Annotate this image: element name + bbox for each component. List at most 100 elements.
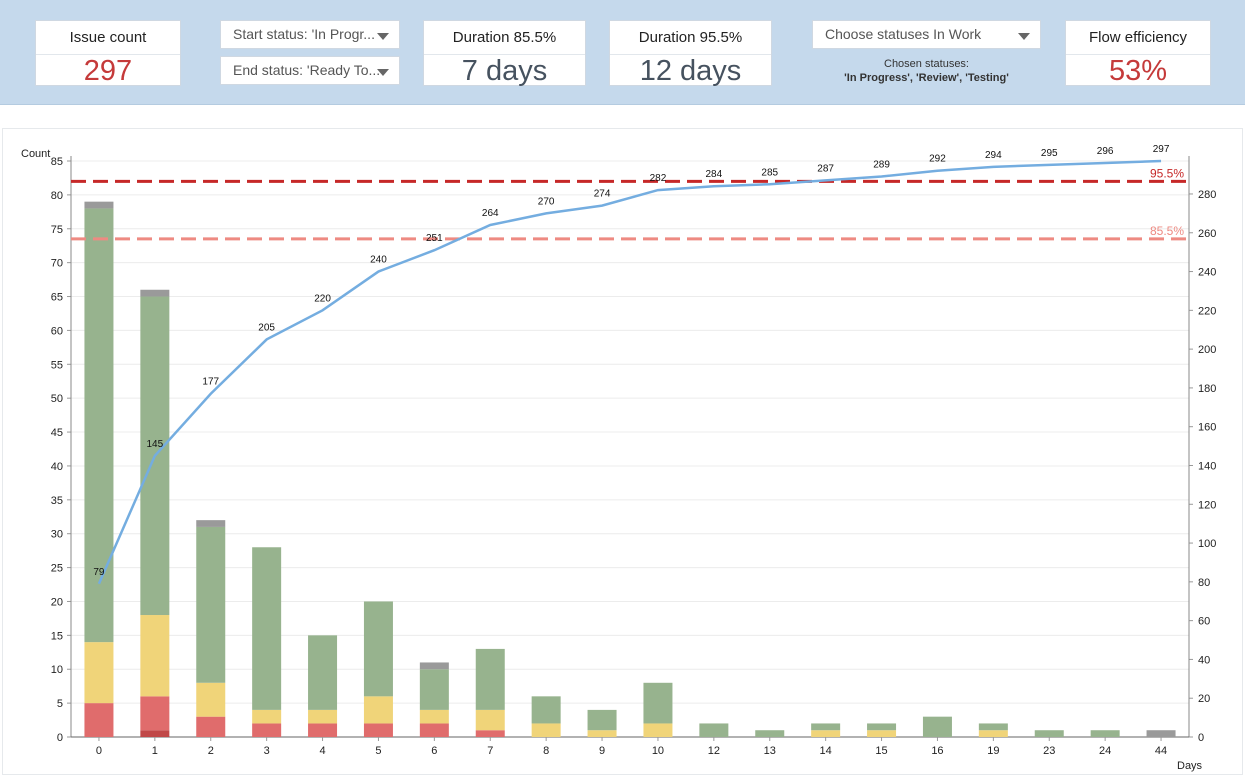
duration-85-card: Duration 85.5% 7 days	[423, 20, 586, 87]
cumulative-label: 240	[370, 255, 387, 266]
x-tick-label: 9	[599, 745, 605, 757]
bar-segment	[84, 208, 114, 643]
y-tick-label: 50	[51, 393, 63, 405]
bar-segment	[867, 723, 897, 731]
x-tick-label: 16	[931, 745, 943, 757]
bar-segment	[196, 716, 226, 737]
x-tick-label: 15	[875, 745, 887, 757]
bar-segment	[811, 730, 841, 737]
bar-segment	[196, 520, 226, 527]
y2-tick-label: 240	[1198, 267, 1216, 279]
x-tick-label: 4	[319, 745, 325, 757]
cumulative-line	[97, 159, 1162, 585]
y-tick-label: 10	[51, 664, 63, 676]
y2-tick-label: 120	[1198, 499, 1216, 511]
x-tick-label: 12	[708, 745, 720, 757]
bar-segment	[252, 547, 282, 710]
bar-segment	[363, 601, 393, 697]
bar-segment	[140, 696, 170, 731]
bar-segment	[419, 723, 449, 737]
bar-segment	[252, 709, 282, 724]
y2-tick-label: 40	[1198, 654, 1210, 666]
cumulative-label: 220	[314, 293, 331, 304]
bar-segment	[531, 723, 561, 737]
y-tick-label: 80	[51, 190, 63, 202]
bar-segment	[308, 635, 338, 710]
bar-segment	[196, 526, 226, 683]
x-tick-label: 10	[652, 745, 664, 757]
y-tick-label: 35	[51, 495, 63, 507]
cumulative-label: 274	[594, 189, 611, 200]
x-tick-label: 19	[987, 745, 999, 757]
y-tick-label: 40	[51, 461, 63, 473]
bar-segment	[140, 615, 170, 697]
bar-segment	[587, 730, 617, 737]
y2-tick-label: 100	[1198, 538, 1216, 550]
duration-95-card: Duration 95.5% 12 days	[609, 20, 772, 87]
cumulative-label: 270	[538, 196, 555, 207]
y-axis-title: Count	[21, 148, 50, 160]
y-tick-label: 20	[51, 596, 63, 608]
start-status-value: Start status: 'In Progr...	[233, 26, 375, 42]
end-status-select[interactable]: End status: 'Ready To...	[220, 56, 400, 85]
chosen-statuses-label: Chosen statuses:	[884, 58, 969, 70]
flow-efficiency-value: 53%	[1108, 55, 1168, 87]
x-tick-label: 13	[764, 745, 776, 757]
cumulative-label: 297	[1153, 144, 1170, 155]
cumulative-label: 79	[93, 567, 105, 578]
cumulative-label: 294	[985, 150, 1002, 161]
y2-tick-label: 180	[1198, 383, 1216, 395]
bar-segment	[922, 716, 952, 737]
y-tick-label: 30	[51, 529, 63, 541]
cumulative-label: 292	[929, 154, 946, 165]
y2-tick-label: 60	[1198, 616, 1210, 628]
bar-segment	[978, 730, 1008, 737]
cumulative-label: 296	[1097, 146, 1114, 157]
bar-segment	[84, 642, 114, 704]
bar-segment	[699, 723, 729, 737]
duration-95-label: Duration 95.5%	[610, 21, 771, 55]
bar-segment	[196, 682, 226, 717]
bar-segment	[419, 662, 449, 670]
chosen-statuses-values: 'In Progress', 'Review', 'Testing'	[844, 72, 1009, 84]
x-tick-label: 14	[820, 745, 832, 757]
issue-count-card: Issue count 297	[35, 20, 181, 87]
bar-segment	[475, 730, 505, 737]
bar-segment	[1090, 730, 1120, 737]
metrics-bar: Issue count 297 Start status: 'In Progr.…	[0, 0, 1245, 105]
y-tick-label: 45	[51, 427, 63, 439]
duration-95-value: 12 days	[639, 55, 742, 87]
cumulative-label: 205	[258, 322, 275, 333]
x-tick-label: 44	[1155, 745, 1167, 757]
y-tick-label: 0	[57, 732, 63, 744]
x-tick-label: 8	[543, 745, 549, 757]
bar-segment	[363, 696, 393, 724]
issue-count-value: 297	[83, 55, 133, 87]
duration-85-value: 7 days	[461, 55, 548, 87]
chevron-down-icon	[1018, 33, 1030, 40]
y2-tick-label: 220	[1198, 305, 1216, 317]
bar-segment	[587, 709, 617, 731]
statuses-select[interactable]: Choose statuses In Work	[812, 20, 1041, 49]
cumulative-label: 289	[873, 160, 890, 171]
x-tick-label: 5	[375, 745, 381, 757]
bar-segment	[755, 730, 785, 737]
bar-segment	[140, 289, 170, 297]
cumulative-label: 287	[817, 163, 834, 174]
cumulative-label: 284	[706, 169, 723, 180]
cumulative-label: 251	[426, 233, 443, 244]
y-tick-label: 75	[51, 224, 63, 236]
bar-segment	[1146, 730, 1176, 737]
bar-segment	[978, 723, 1008, 731]
end-status-value: End status: 'Ready To...	[233, 62, 381, 78]
bar-segment	[811, 723, 841, 731]
y-tick-label: 65	[51, 292, 63, 304]
bar-segment	[308, 723, 338, 737]
start-status-select[interactable]: Start status: 'In Progr...	[220, 20, 400, 49]
flow-efficiency-label: Flow efficiency	[1066, 21, 1210, 55]
chevron-down-icon	[377, 33, 389, 40]
bar-segment	[475, 709, 505, 731]
chosen-statuses: Chosen statuses: 'In Progress', 'Review'…	[812, 57, 1041, 85]
y2-tick-label: 260	[1198, 228, 1216, 240]
issue-count-label: Issue count	[36, 21, 180, 55]
